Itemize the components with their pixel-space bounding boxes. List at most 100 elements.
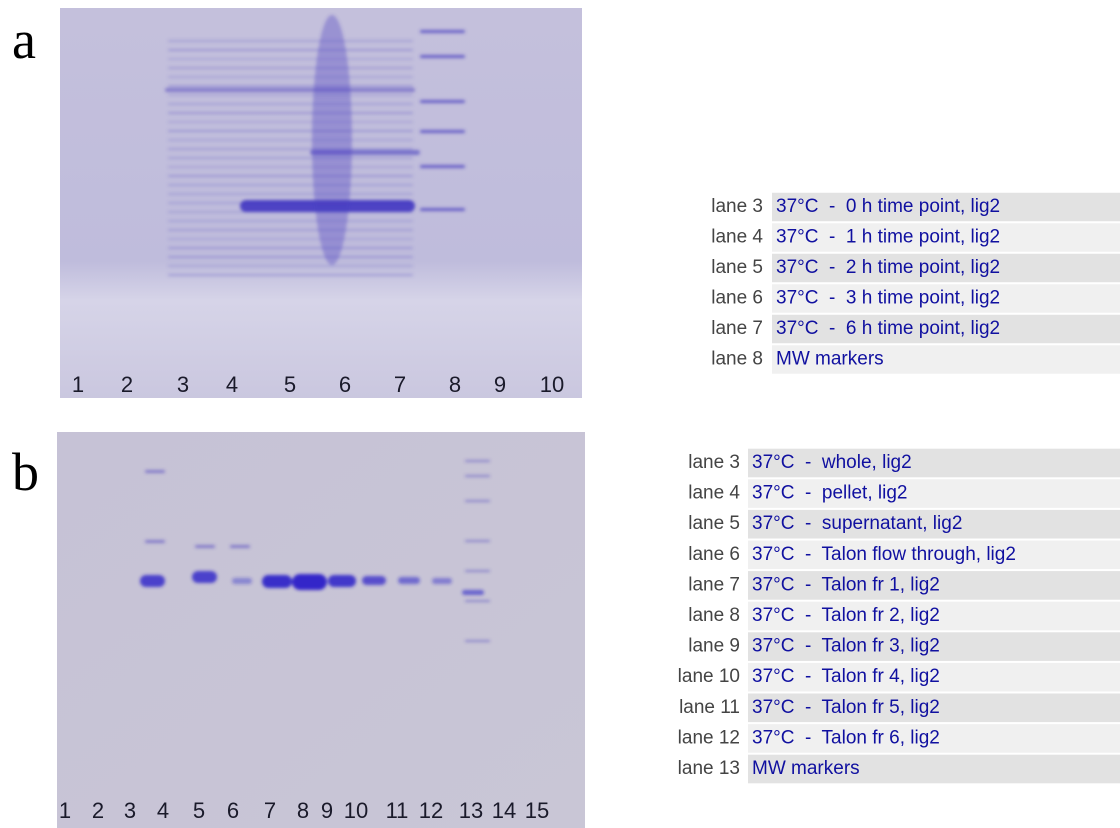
lane-label: lane 6	[711, 288, 763, 309]
lane-number: 11	[386, 798, 409, 823]
lane-description: 37°C - Talon fr 4, lig2	[752, 666, 940, 687]
lane-description: 37°C - 6 h time point, lig2	[776, 318, 1000, 339]
gel-band	[230, 545, 250, 548]
lane-label: lane 7	[688, 574, 740, 595]
lane-label: lane 11	[679, 697, 740, 718]
gel-band	[465, 570, 490, 572]
gel-band	[420, 55, 465, 58]
lane-description: 37°C - 2 h time point, lig2	[776, 257, 1000, 278]
lane-number: 2	[92, 798, 104, 823]
gel-band	[465, 460, 490, 462]
gel-band	[465, 540, 490, 542]
lane-description: 37°C - 0 h time point, lig2	[776, 196, 1000, 217]
gel-band	[168, 67, 413, 69]
gel-band	[168, 130, 413, 132]
lane-number: 7	[264, 798, 276, 823]
gel-band	[420, 100, 465, 103]
lane-number: 2	[121, 372, 133, 397]
gel-band	[168, 112, 413, 114]
lane-number: 7	[394, 372, 406, 397]
gel-band	[168, 121, 413, 123]
lane-number: 12	[419, 798, 443, 823]
lane-number: 1	[59, 798, 71, 823]
lane-description: 37°C - 3 h time point, lig2	[776, 288, 1000, 309]
gel-band	[168, 58, 413, 60]
lane-description: 37°C - Talon fr 6, lig2	[752, 727, 940, 748]
lane-label: lane 13	[678, 758, 740, 779]
gel-band	[465, 600, 490, 602]
lane-label: lane 5	[711, 257, 763, 278]
lane-number: 9	[321, 798, 333, 823]
lane-label: lane 6	[688, 544, 740, 565]
lane-label: lane 7	[711, 318, 763, 339]
lane-label: lane 3	[688, 452, 740, 473]
lane-number: 8	[449, 372, 461, 397]
lane-description: 37°C - Talon fr 1, lig2	[752, 574, 940, 595]
gel-band	[168, 94, 413, 96]
gel-band	[420, 130, 465, 133]
gel-b	[57, 432, 585, 828]
gel-band	[168, 103, 413, 105]
gel-band	[432, 578, 452, 584]
lane-number: 3	[177, 372, 189, 397]
gel-band	[312, 15, 352, 265]
gel-band	[168, 76, 413, 78]
lane-number: 4	[226, 372, 238, 397]
lane-label: lane 5	[688, 513, 740, 534]
gel-band	[195, 545, 215, 548]
lane-number: 9	[494, 372, 506, 397]
gel-band	[168, 184, 413, 186]
lane-description: 37°C - whole, lig2	[752, 452, 912, 473]
lane-label: lane 4	[711, 227, 763, 248]
lane-label: lane 12	[678, 727, 740, 748]
lane-number: 5	[284, 372, 296, 397]
lane-label: lane 8	[688, 605, 740, 626]
gel-band	[168, 40, 413, 42]
lane-number: 6	[227, 798, 239, 823]
lane-description: 37°C - Talon fr 2, lig2	[752, 605, 940, 626]
gel-band	[465, 500, 490, 502]
lane-number: 14	[492, 798, 516, 823]
gel-band	[168, 166, 413, 168]
gel-band	[168, 265, 413, 267]
gel-band	[165, 88, 415, 92]
lane-description: 37°C - Talon flow through, lig2	[752, 544, 1016, 565]
gel-band	[292, 574, 327, 590]
lane-number: 1	[72, 372, 84, 397]
gel-band	[262, 575, 292, 588]
gel-band	[362, 576, 386, 585]
gel-band	[168, 175, 413, 177]
lane-label: lane 10	[678, 666, 740, 687]
panel-label: a	[12, 10, 36, 70]
gel-band	[168, 274, 413, 276]
gel-band	[140, 575, 165, 587]
lane-number: 6	[339, 372, 351, 397]
lane-number: 13	[459, 798, 483, 823]
lane-description: 37°C - pellet, lig2	[752, 483, 907, 504]
gel-band	[168, 139, 413, 141]
gel-band	[168, 247, 413, 249]
lane-description: MW markers	[752, 758, 860, 779]
gel-band	[192, 571, 217, 583]
gel-band	[420, 30, 465, 33]
gel-band	[145, 540, 165, 543]
lane-number: 15	[525, 798, 549, 823]
lane-label: lane 3	[711, 196, 763, 217]
gel-band	[145, 470, 165, 473]
lane-description: MW markers	[776, 349, 884, 370]
gel-band	[168, 148, 413, 150]
lane-number: 5	[193, 798, 205, 823]
gel-band	[462, 590, 484, 595]
lane-label: lane 8	[711, 349, 763, 370]
gel-band	[420, 165, 465, 168]
lane-label: lane 9	[688, 636, 740, 657]
gel-band	[420, 208, 465, 211]
gel-band	[168, 85, 413, 87]
lane-number: 10	[344, 798, 368, 823]
lane-description: 37°C - Talon fr 5, lig2	[752, 697, 940, 718]
gel-band	[168, 238, 413, 240]
lane-description: 37°C - 1 h time point, lig2	[776, 227, 1000, 248]
gel-band	[328, 575, 356, 587]
